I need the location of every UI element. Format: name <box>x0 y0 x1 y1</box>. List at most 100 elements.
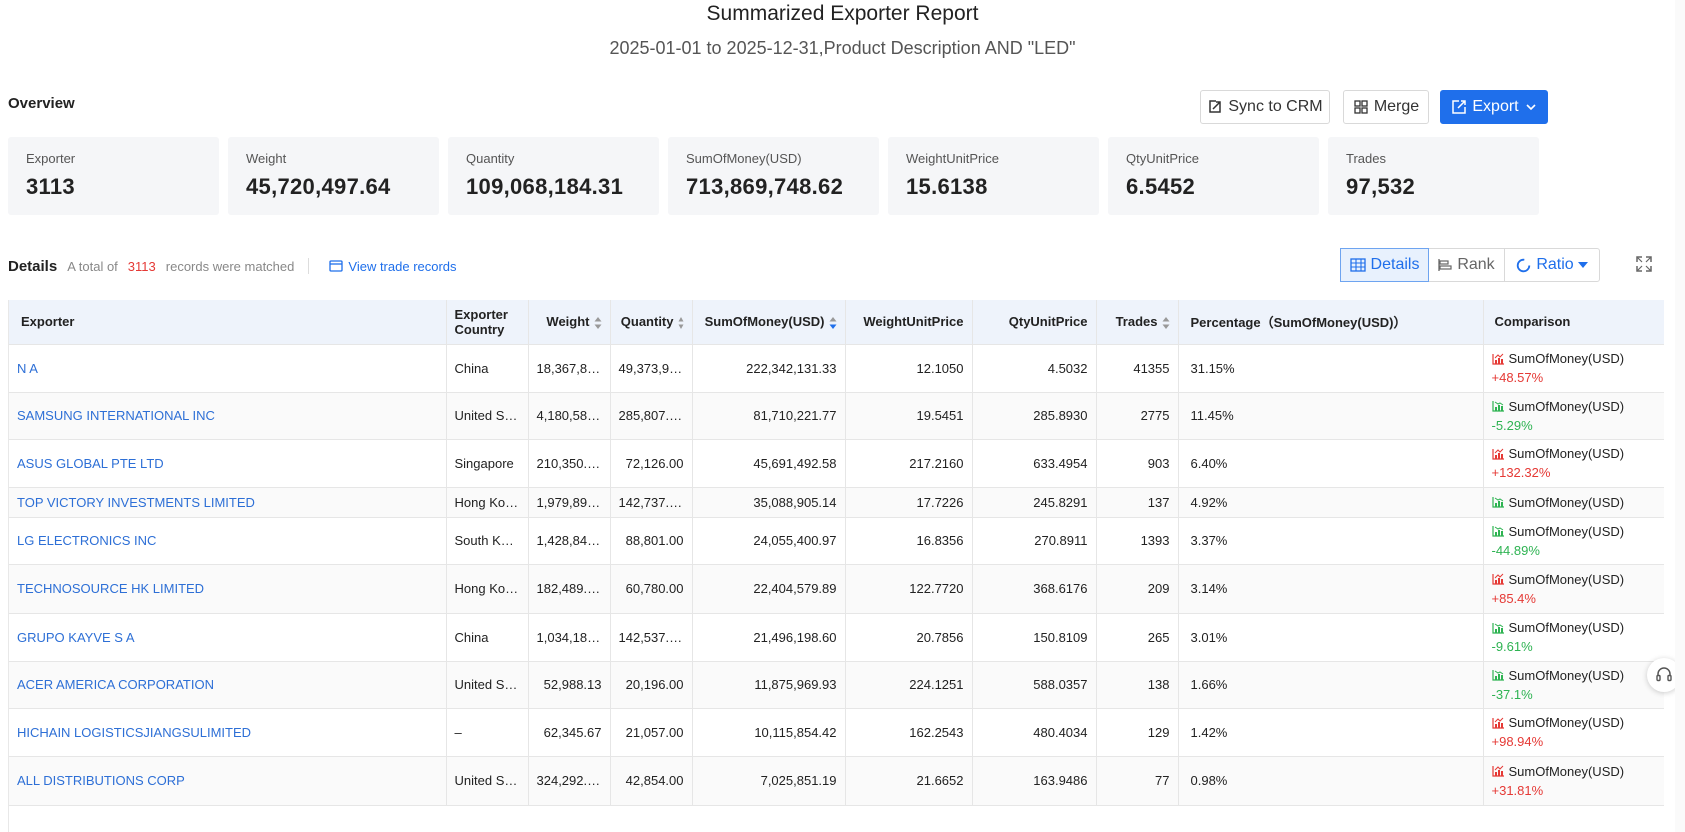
trend-up-chart-icon <box>1491 448 1504 460</box>
caret-down-icon <box>1577 262 1588 268</box>
trend-down-chart-icon <box>1491 497 1504 508</box>
stat-value: 713,869,748.62 <box>686 174 844 199</box>
col-percentage: Percentage（SumOfMoney(USD)） <box>1178 300 1484 345</box>
comparison-label: SumOfMoney(USD) <box>1508 571 1625 587</box>
exporter-name: TOP VICTORY INVESTMENTS LIMITED <box>9 487 447 518</box>
exporter-link[interactable]: SAMSUNG INTERNATIONAL INC <box>17 408 215 423</box>
comparison-label: SumOfMoney(USD) <box>1508 351 1625 366</box>
stat-card: SumOfMoney(USD) 713,869,748.62 <box>668 137 879 215</box>
tab-ratio[interactable]: Ratio <box>1505 249 1599 281</box>
table-row[interactable]: ALL DISTRIBUTIONS CORP United St… 324,292.… <box>9 756 1664 806</box>
col-comparison: Comparison <box>1483 300 1664 345</box>
percentage-cell: 6.40% <box>1178 439 1484 488</box>
sync-to-crm-button[interactable]: Sync to CRM <box>1200 90 1330 124</box>
exporter-link[interactable]: TOP VICTORY INVESTMENTS LIMITED <box>17 494 255 510</box>
comparison-label: SumOfMoney(USD) <box>1508 667 1625 683</box>
sumofmoney-cell: 81,710,221.77 <box>692 392 846 440</box>
weightunitprice-cell: 162.2543 <box>845 708 973 757</box>
percentage-cell: 4.92% <box>1178 487 1484 518</box>
col-quantity[interactable]: Quantity <box>610 300 693 345</box>
quantity-cell: 60,780.00 <box>610 564 693 614</box>
merge-label: Merge <box>1373 98 1420 115</box>
col-weight[interactable]: Weight <box>528 300 611 345</box>
col-sumofmoney[interactable]: SumOfMoney(USD) <box>692 300 846 345</box>
exporter-link[interactable]: ACER AMERICA CORPORATION <box>17 677 214 692</box>
stat-label: Trades <box>1346 151 1386 166</box>
trend-up-chart-icon <box>1491 353 1504 365</box>
comparison-cell: SumOfMoney(USD) -9.61% <box>1483 613 1664 662</box>
details-heading: Details <box>8 257 58 275</box>
percentage-cell: 1.42% <box>1178 708 1484 757</box>
trades-cell: 265 <box>1096 613 1179 662</box>
export-button[interactable]: Export <box>1440 90 1548 124</box>
comparison-change: +132.32% <box>1491 465 1551 480</box>
table-row[interactable]: GRUPO KAYVE S A China 1,034,188.… 142,537.4… <box>9 613 1664 662</box>
weightunitprice-cell: 217.2160 <box>845 439 973 488</box>
weight-cell: 182,489.28 <box>528 564 611 614</box>
stat-label: Exporter <box>26 151 76 166</box>
stat-card: Weight 45,720,497.64 <box>228 137 439 215</box>
exporter-link[interactable]: ASUS GLOBAL PTE LTD <box>17 455 164 471</box>
table-row[interactable]: TECHNOSOURCE HK LIMITED Hong Kon… 182,489.… <box>9 564 1664 614</box>
table-row[interactable]: HICHAIN LOGISTICSJIANGSULIMITED –62,345.6… <box>9 708 1664 757</box>
scrollbar[interactable] <box>1675 0 1685 832</box>
stat-value: 45,720,497.64 <box>246 174 391 199</box>
exporter-country: Hong Kon… <box>446 564 529 614</box>
table-icon <box>1349 258 1366 272</box>
comparison-top: SumOfMoney(USD) <box>1491 397 1665 416</box>
quantity-cell: 142,737.00 <box>610 487 693 518</box>
sumofmoney-cell: 10,115,854.42 <box>692 708 846 757</box>
percentage-cell: 0.98% <box>1178 756 1484 806</box>
exporter-link[interactable]: HICHAIN LOGISTICSJIANGSULIMITED <box>17 724 252 740</box>
weightunitprice-cell: 224.1251 <box>845 661 973 709</box>
table-row[interactable]: SAMSUNG INTERNATIONAL INC United St… 4,180… <box>9 392 1665 440</box>
exporter-link[interactable]: LG ELECTRONICS INC <box>17 533 157 548</box>
trend-up-chart-icon <box>1491 765 1504 777</box>
exporter-link[interactable]: ALL DISTRIBUTIONS CORP <box>17 773 185 788</box>
view-trade-records-link[interactable]: View trade records <box>329 259 457 274</box>
stat-card: WeightUnitPrice 15.6138 <box>888 137 1099 215</box>
comparison-label: SumOfMoney(USD) <box>1508 446 1625 461</box>
sort-icon <box>678 316 683 329</box>
exporter-link[interactable]: GRUPO KAYVE S A <box>17 629 135 645</box>
exporter-country: United St… <box>446 661 529 709</box>
col-trades[interactable]: Trades <box>1096 300 1179 345</box>
percentage-cell: 1.66% <box>1178 661 1484 709</box>
exporter-link[interactable]: TECHNOSOURCE HK LIMITED <box>17 581 205 596</box>
exporter-name: ACER AMERICA CORPORATION <box>9 661 447 709</box>
comparison-label: SumOfMoney(USD) <box>1508 523 1625 539</box>
comparison-label: SumOfMoney(USD) <box>1508 398 1625 414</box>
weight-cell: 210,350.53 <box>528 439 611 488</box>
fullscreen-icon[interactable] <box>1635 255 1653 273</box>
comparison-change: +85.4% <box>1491 590 1536 606</box>
col-weight-label: Weight <box>546 313 590 329</box>
table-row[interactable]: LG ELECTRONICS INC South Kor… 1,428,840.… 8… <box>9 517 1664 565</box>
sort-icon <box>594 316 601 329</box>
tab-details[interactable]: Details <box>1340 248 1429 282</box>
qtyunitprice-cell: 245.8291 <box>972 487 1097 518</box>
sumofmoney-cell: 222,342,131.33 <box>692 344 846 393</box>
exporter-link[interactable]: N A <box>17 360 38 376</box>
sumofmoney-cell: 21,496,198.60 <box>692 613 846 662</box>
trend-down-chart-icon <box>1491 622 1504 634</box>
stat-value: 97,532 <box>1346 174 1416 199</box>
merge-button[interactable]: Merge <box>1343 90 1429 124</box>
table-row[interactable]: N A China 18,367,82… 49,373,92… 222,342,131.… <box>9 344 1664 393</box>
exporter-country: – <box>446 708 529 757</box>
table-row[interactable]: ASUS GLOBAL PTE LTD Singapore 210,350.53 72… <box>9 439 1664 488</box>
comparison-label: SumOfMoney(USD) <box>1508 494 1625 510</box>
exporter-country: Singapore <box>446 439 529 488</box>
qtyunitprice-cell: 368.6176 <box>972 564 1097 614</box>
table-row[interactable]: ACER AMERICA CORPORATION United St… 52,988… <box>9 661 1664 709</box>
sumofmoney-cell: 45,691,492.58 <box>692 439 846 488</box>
qtyunitprice-cell: 588.0357 <box>972 661 1097 709</box>
weight-cell: 62,345.67 <box>528 708 611 757</box>
qtyunitprice-cell: 285.8930 <box>972 392 1097 440</box>
weight-cell: 1,979,894.… <box>528 487 611 518</box>
trend-down-chart-icon <box>1491 526 1504 537</box>
col-qtyunitprice: QtyUnitPrice <box>972 300 1097 345</box>
comparison-cell: SumOfMoney(USD) +48.57% <box>1483 344 1664 393</box>
export-icon <box>1452 100 1467 114</box>
table-row[interactable]: TOP VICTORY INVESTMENTS LIMITED Hong Kon…… <box>9 487 1664 518</box>
tab-rank[interactable]: Rank <box>1429 249 1505 281</box>
